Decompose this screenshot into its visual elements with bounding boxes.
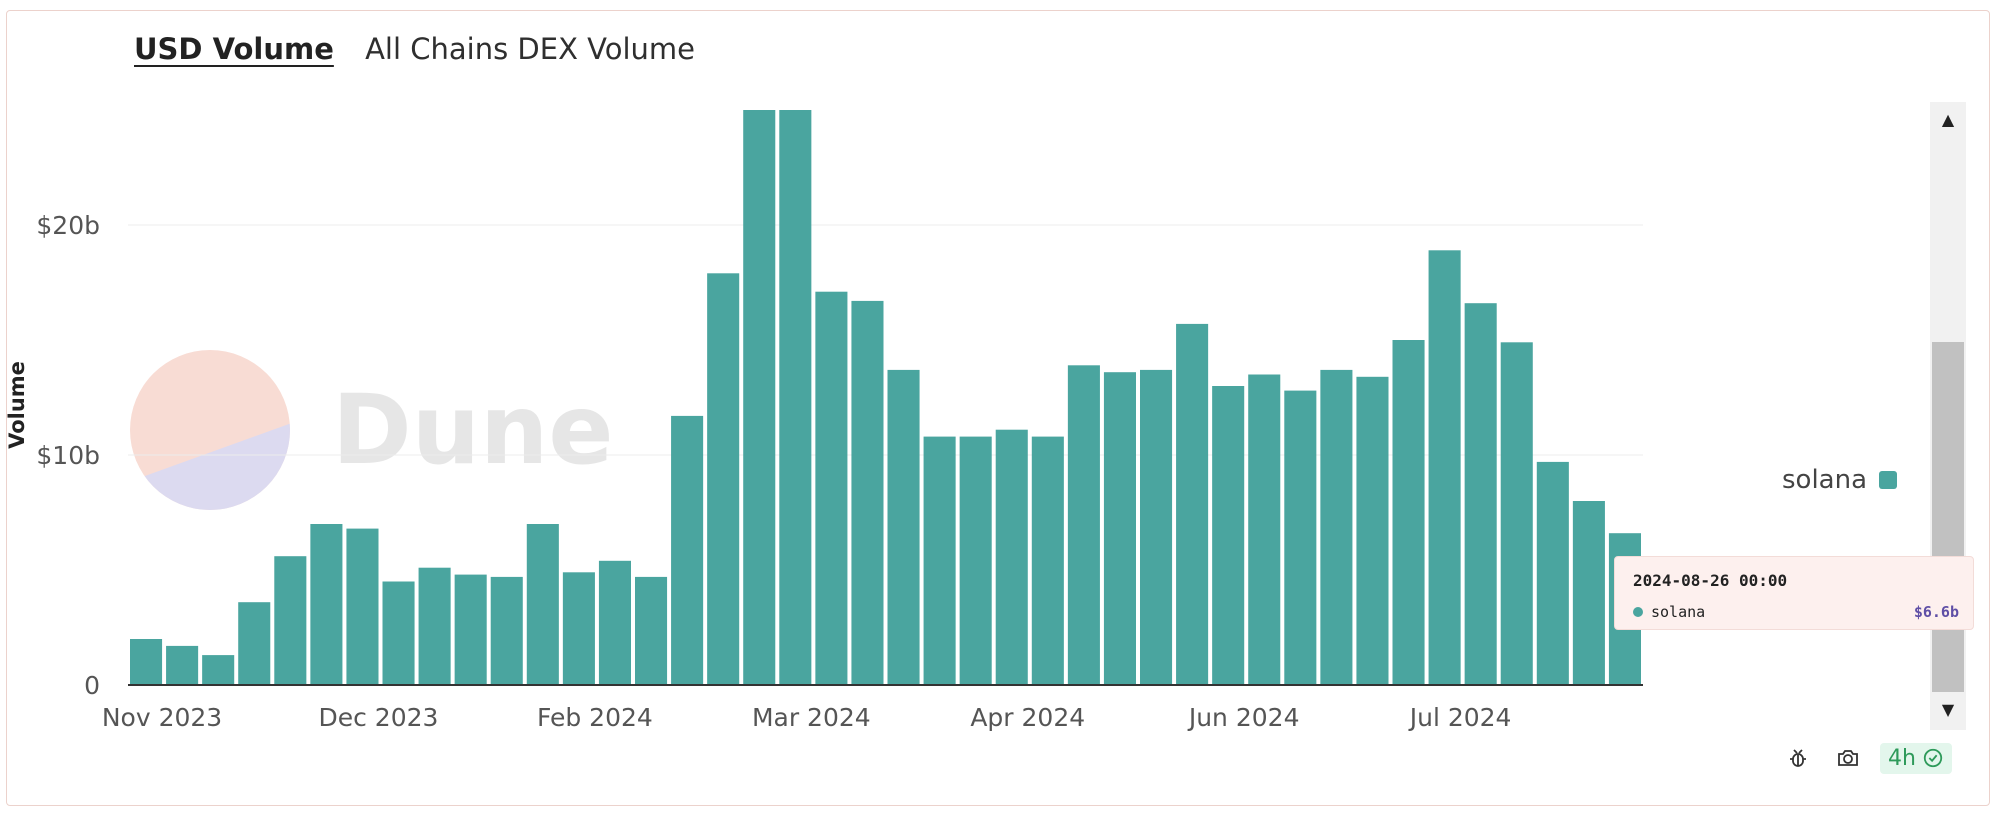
tab-usd-volume[interactable]: USD Volume xyxy=(134,32,334,66)
bar-34[interactable] xyxy=(1356,376,1389,685)
bar-9[interactable] xyxy=(454,574,487,685)
check-circle-icon xyxy=(1923,748,1943,768)
refresh-interval-label: 4h xyxy=(1888,745,1916,771)
tab-all-chains-dex-volume[interactable]: All Chains DEX Volume xyxy=(365,32,696,66)
bar-33[interactable] xyxy=(1320,369,1353,685)
bar-7[interactable] xyxy=(382,581,415,686)
chart-toolbar: 4h xyxy=(1780,740,1952,776)
tooltip-row: solana $6.6b xyxy=(1633,603,1959,621)
grid-lines xyxy=(128,224,1643,456)
legend-scrollbar-thumb[interactable] xyxy=(1932,342,1964,692)
bar-0[interactable] xyxy=(130,639,163,685)
bar-39[interactable] xyxy=(1536,461,1569,685)
bar-28[interactable] xyxy=(1140,369,1173,685)
x-tick-label: Nov 2023 xyxy=(102,703,222,732)
bar-17[interactable] xyxy=(743,110,776,685)
bar-26[interactable] xyxy=(1067,365,1100,685)
scroll-down-icon[interactable]: ▼ xyxy=(1941,700,1955,719)
bar-8[interactable] xyxy=(418,567,451,685)
x-tick-label: Jul 2024 xyxy=(1408,703,1512,732)
legend-item-solana[interactable]: solana xyxy=(1782,465,1898,495)
bar-32[interactable] xyxy=(1284,390,1317,685)
y-axis-label: Volume xyxy=(5,361,29,449)
tooltip-value: $6.6b xyxy=(1913,603,1959,621)
watermark-text: Dune xyxy=(332,374,613,486)
visualization-tabs: USD Volume All Chains DEX Volume xyxy=(134,32,717,66)
bar-6[interactable] xyxy=(346,528,379,685)
bar-10[interactable] xyxy=(490,576,523,685)
y-axis-ticks: 0 $10b $20b xyxy=(36,211,100,700)
bar-37[interactable] xyxy=(1464,303,1497,685)
bar-25[interactable] xyxy=(1031,436,1064,685)
scroll-up-icon[interactable]: ▲ xyxy=(1941,110,1955,129)
bar-13[interactable] xyxy=(598,560,631,685)
bar-24[interactable] xyxy=(995,429,1028,685)
bar-19[interactable] xyxy=(815,291,848,685)
x-axis-ticks: Nov 2023 Dec 2023 Feb 2024 Mar 2024 Apr 2024… xyxy=(102,703,1512,732)
tooltip-series-dot xyxy=(1633,607,1643,617)
camera-icon[interactable] xyxy=(1830,740,1866,776)
legend-label: solana xyxy=(1782,465,1868,495)
watermark-logo-bottom xyxy=(130,420,290,510)
bar-15[interactable] xyxy=(671,415,704,685)
x-tick-label: Feb 2024 xyxy=(537,703,653,732)
bar-30[interactable] xyxy=(1212,386,1245,685)
bar-16[interactable] xyxy=(707,273,740,685)
tooltip-series-name: solana xyxy=(1651,603,1706,621)
bar-5[interactable] xyxy=(310,524,343,685)
bar-38[interactable] xyxy=(1500,342,1533,685)
bar-35[interactable] xyxy=(1392,340,1425,685)
bar-18[interactable] xyxy=(779,110,812,685)
chart-panel xyxy=(6,10,1990,806)
chart-tooltip: 2024-08-26 00:00 solana $6.6b xyxy=(1614,556,1974,630)
bar-21[interactable] xyxy=(887,369,920,685)
bar-27[interactable] xyxy=(1103,372,1136,685)
bug-icon[interactable] xyxy=(1780,740,1816,776)
bar-1[interactable] xyxy=(166,645,199,685)
bar-20[interactable] xyxy=(851,300,884,685)
bar-4[interactable] xyxy=(274,556,307,685)
bar-14[interactable] xyxy=(635,576,668,685)
y-tick-label: $20b xyxy=(36,211,100,240)
x-tick-label: Dec 2023 xyxy=(318,703,438,732)
refresh-interval-badge[interactable]: 4h xyxy=(1880,742,1952,774)
tooltip-date: 2024-08-26 00:00 xyxy=(1633,571,1788,590)
x-tick-label: Apr 2024 xyxy=(970,703,1085,732)
dune-watermark: Dune xyxy=(130,350,613,510)
bar-2[interactable] xyxy=(202,655,235,685)
bar-36[interactable] xyxy=(1428,250,1461,686)
bar-3[interactable] xyxy=(238,602,271,685)
bar-12[interactable] xyxy=(562,572,595,685)
legend-swatch xyxy=(1879,471,1898,489)
x-tick-label: Mar 2024 xyxy=(752,703,871,732)
x-tick-label: Jun 2024 xyxy=(1187,703,1300,732)
y-tick-label: $10b xyxy=(36,441,100,470)
bar-31[interactable] xyxy=(1248,374,1281,686)
bar-11[interactable] xyxy=(526,524,559,685)
bar-40[interactable] xyxy=(1572,501,1605,685)
bar-22[interactable] xyxy=(923,436,956,685)
y-tick-label: 0 xyxy=(84,671,100,700)
bar-23[interactable] xyxy=(959,436,992,685)
bar-29[interactable] xyxy=(1176,323,1209,685)
